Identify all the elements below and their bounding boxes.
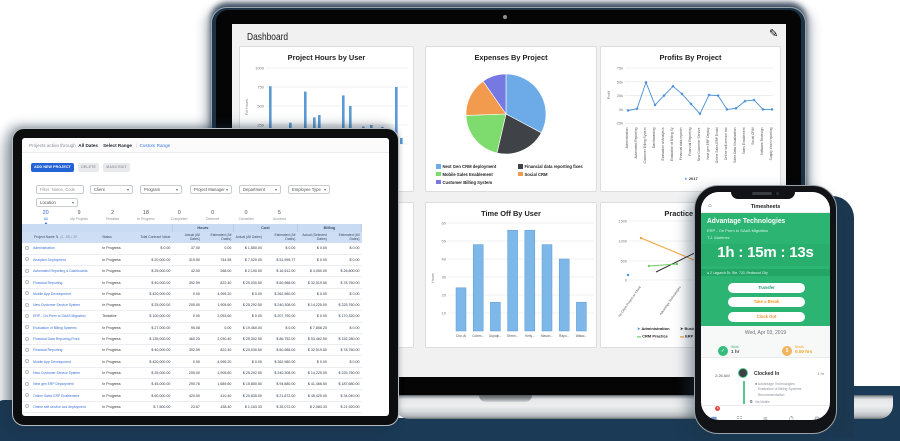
svg-text:25k: 25k [617,94,623,98]
svg-text:Evaluation of Billing Sy: Evaluation of Billing Sy [670,127,674,161]
svg-text:F/e Hours: F/e Hours [245,99,249,115]
svg-text:Chu, Al: Chu, Al [456,334,467,338]
svg-text:Supply chain reporting: Supply chain reporting [769,127,773,160]
svg-text:Evaluation of Analytics: Evaluation of Analytics [661,127,665,160]
svg-text:Walac...: Walac... [576,334,588,338]
svg-text:➤ Administration: ➤ Administration [637,326,670,331]
svg-text:No Client Project w/ Client: No Client Project w/ Client [617,285,642,318]
svg-text:Kelly...: Kelly... [525,334,534,338]
svg-text:Administration: Administration [625,127,629,148]
svg-text:Online Sales ERP Enabl: Online Sales ERP Enabl [715,127,719,163]
svg-text:750: 750 [257,85,264,90]
svg-text:Software Redesign: Software Redesign [760,127,764,155]
svg-text:60: 60 [442,221,447,226]
svg-text:1000: 1000 [255,66,265,71]
svg-text:Automated Reporting: Automated Reporting [634,127,638,158]
svg-text:Social CRM: Social CRM [751,127,755,145]
svg-text:➤ 2017: ➤ 2017 [684,176,698,181]
svg-text:1000: 1000 [619,240,627,244]
svg-text:Customer Billing System: Customer Billing System [643,127,647,163]
svg-text:Profit: Profit [607,91,611,99]
svg-text:50k: 50k [617,80,623,84]
svg-text:250: 250 [257,123,264,128]
svg-text:0k: 0k [619,108,623,112]
svg-text:New Customer Service: New Customer Service [697,127,701,161]
svg-text:Online self-service too: Online self-service too [724,127,728,160]
svg-text:10: 10 [442,311,447,316]
svg-text:Next gen ERP Deploy: Next gen ERP Deploy [706,127,710,159]
svg-text:Financial data reportin: Financial data reportin [679,127,683,160]
svg-text:▬ ERP Prac: ▬ ERP Prac [680,334,704,339]
svg-text:50: 50 [442,239,447,244]
svg-text:1500: 1500 [619,220,627,224]
svg-text:Green...: Green... [507,334,519,338]
svg-text:Advantage Technologies: Advantage Technologies [659,285,682,316]
svg-text:500: 500 [621,260,627,264]
svg-text:40: 40 [442,257,447,262]
svg-text:Colem...: Colem... [472,334,484,338]
svg-text:Gopalp...: Gopalp... [489,334,502,338]
svg-text:Financial Reporting: Financial Reporting [688,127,692,156]
svg-text:30: 30 [442,275,447,280]
svg-text:Rapo...: Rapo... [559,334,569,338]
svg-text:-25k: -25k [616,122,623,126]
svg-text:500: 500 [257,104,264,109]
svg-text:▬ CRM Practice: ▬ CRM Practice [637,334,669,339]
svg-text:Dashboarding: Dashboarding [652,127,656,148]
svg-text:20: 20 [442,293,447,298]
svg-text:Sales Data Visualization: Sales Data Visualization [733,127,737,163]
svg-text:0: 0 [625,279,627,283]
svg-text:➤ Busine: ➤ Busine [680,326,699,331]
svg-text:75k: 75k [617,67,623,71]
svg-text:Hours: Hours [431,273,435,283]
svg-text:Sales Enablement: Sales Enablement [742,127,746,154]
svg-text:Mason...: Mason... [541,334,553,338]
